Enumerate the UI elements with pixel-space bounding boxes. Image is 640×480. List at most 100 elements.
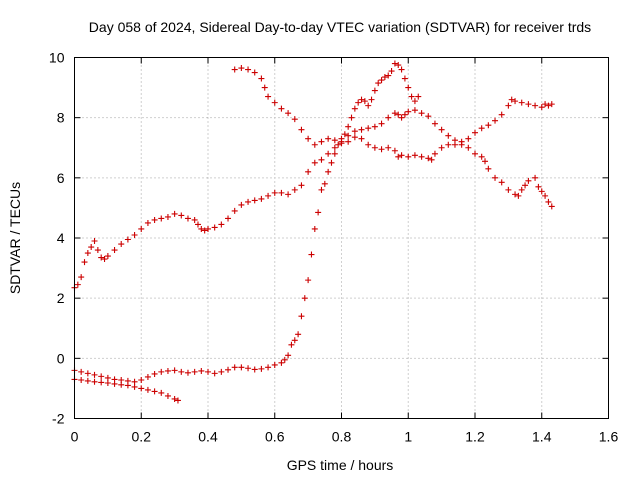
data-point — [505, 186, 512, 193]
data-point — [91, 371, 98, 378]
data-point — [291, 116, 298, 123]
data-point — [498, 111, 505, 118]
y-tick-label: 4 — [57, 230, 65, 246]
data-point — [98, 379, 105, 386]
data-point — [265, 364, 272, 371]
data-point — [418, 110, 425, 117]
data-point — [238, 65, 245, 72]
data-point — [288, 341, 295, 348]
data-point — [308, 251, 315, 258]
x-tick-label: 0.8 — [332, 429, 352, 445]
data-point — [278, 189, 285, 196]
data-point — [398, 114, 405, 121]
data-point — [345, 123, 352, 130]
data-point — [522, 182, 529, 189]
data-point — [171, 210, 178, 217]
data-point — [164, 213, 171, 220]
data-point — [191, 368, 198, 375]
data-point — [505, 102, 512, 109]
data-point — [358, 135, 365, 142]
data-point — [318, 186, 325, 193]
data-point — [472, 150, 478, 157]
data-point — [225, 366, 232, 373]
data-points — [71, 60, 555, 404]
data-point — [351, 128, 358, 135]
data-point — [391, 110, 398, 117]
data-point — [438, 126, 445, 133]
data-point — [351, 105, 358, 112]
data-point — [245, 365, 252, 372]
data-point — [378, 120, 385, 127]
data-point — [405, 84, 412, 91]
data-point — [485, 122, 492, 129]
data-point — [91, 378, 98, 385]
data-point — [395, 153, 402, 160]
data-point — [98, 373, 105, 380]
data-point — [84, 370, 91, 377]
data-point — [445, 141, 452, 148]
chart-title: Day 058 of 2024, Sidereal Day-to-day VTE… — [89, 19, 591, 35]
data-point — [265, 93, 272, 100]
data-point — [104, 380, 111, 387]
data-point — [124, 382, 131, 389]
data-point — [251, 69, 258, 76]
data-point — [398, 66, 405, 73]
data-point — [245, 198, 252, 205]
data-point — [104, 253, 111, 260]
data-point — [305, 277, 312, 284]
data-point — [91, 238, 98, 245]
data-point — [545, 198, 552, 205]
data-point — [74, 281, 81, 288]
plot-frame — [74, 57, 609, 419]
data-point — [405, 153, 412, 160]
data-point — [311, 225, 318, 232]
data-point — [548, 101, 555, 108]
data-point — [508, 96, 515, 103]
data-point — [431, 120, 438, 127]
data-point — [231, 364, 238, 371]
y-tick-label: -2 — [52, 411, 65, 427]
data-point — [465, 135, 472, 142]
data-point — [542, 101, 549, 108]
data-point — [525, 177, 532, 184]
data-point — [325, 150, 332, 157]
x-tick-label: 0.6 — [265, 429, 285, 445]
data-point — [351, 134, 358, 141]
data-point — [111, 380, 118, 387]
data-point — [78, 368, 85, 375]
data-point — [451, 141, 458, 148]
y-tick-label: 10 — [49, 50, 65, 66]
data-point — [345, 132, 352, 139]
data-point — [345, 138, 352, 145]
data-point — [285, 110, 292, 117]
data-point — [398, 152, 405, 159]
data-point — [291, 186, 298, 193]
data-point — [131, 378, 138, 385]
x-tick-label: 1.2 — [465, 429, 485, 445]
data-point — [385, 144, 392, 151]
data-point — [205, 225, 211, 232]
data-point — [538, 188, 545, 195]
data-point — [138, 225, 145, 232]
data-point — [301, 295, 308, 302]
data-point — [238, 201, 245, 208]
x-tick-label: 1.4 — [532, 429, 552, 445]
data-point — [98, 254, 105, 261]
data-point — [411, 107, 418, 114]
data-point — [265, 192, 272, 199]
data-point — [532, 102, 539, 109]
data-point — [78, 274, 85, 281]
data-point — [415, 93, 422, 100]
data-point — [518, 186, 525, 193]
data-point — [482, 158, 489, 165]
data-point — [271, 361, 278, 368]
data-point — [355, 99, 362, 106]
data-point — [318, 156, 325, 163]
data-point — [325, 135, 332, 142]
data-point — [311, 159, 318, 166]
data-point — [358, 96, 365, 103]
y-tick-label: 2 — [57, 290, 65, 306]
data-point — [368, 96, 375, 103]
data-point — [391, 147, 398, 154]
